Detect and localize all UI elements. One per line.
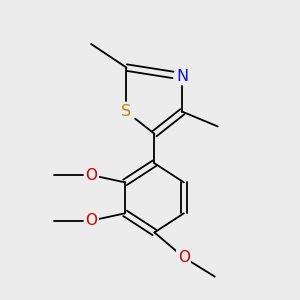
Text: O: O	[85, 213, 97, 228]
Text: O: O	[178, 250, 190, 265]
Text: O: O	[85, 167, 97, 182]
Text: S: S	[122, 104, 131, 119]
Text: N: N	[176, 69, 188, 84]
